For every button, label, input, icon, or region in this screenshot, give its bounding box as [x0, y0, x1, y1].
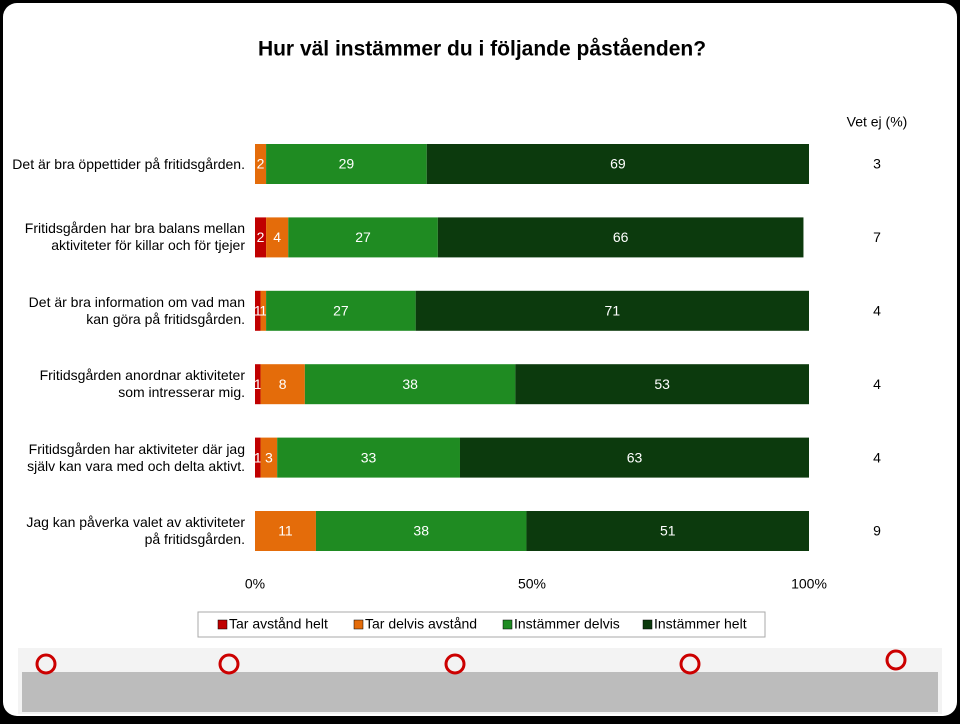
category-label: Det är bra information om vad man kan gö… — [28, 293, 245, 327]
bar-segment — [255, 437, 261, 478]
value-label: 11 — [278, 523, 293, 539]
value-label: 51 — [660, 523, 676, 539]
legend-label: Instämmer helt — [654, 616, 747, 632]
side-column-value: 4 — [873, 303, 881, 319]
bar-segment — [266, 144, 427, 184]
value-label: 29 — [339, 156, 355, 172]
bar-segment — [260, 290, 267, 331]
side-column-title: Vet ej (%) — [847, 114, 908, 130]
value-label: 2 — [257, 156, 265, 172]
bar-segment — [255, 144, 267, 184]
value-label: 66 — [613, 229, 629, 245]
footer-silhouettes — [22, 649, 938, 712]
value-label: 2 — [257, 229, 265, 245]
legend-box — [197, 611, 766, 638]
bar-segment — [255, 364, 261, 405]
bar-segment — [315, 511, 527, 551]
legend-label: Tar avstånd helt — [229, 616, 328, 632]
category-label-box: Fritidsgården anordnar aktiviteter som i… — [39, 367, 245, 401]
bar-segment — [260, 437, 278, 478]
value-label: 38 — [402, 376, 418, 392]
x-tick-label: 0% — [245, 576, 265, 592]
side-column-value: 4 — [873, 376, 881, 392]
bar-segment — [515, 364, 809, 405]
bar-segment — [415, 290, 809, 331]
side-column-value: 3 — [873, 156, 881, 172]
value-label: 33 — [361, 449, 377, 465]
value-label: 1 — [259, 303, 267, 319]
legend-swatch — [502, 619, 513, 630]
side-column-value: 7 — [873, 229, 881, 245]
bar-segment — [255, 511, 316, 551]
value-label: 63 — [627, 449, 643, 465]
category-label-box: Fritidsgården har bra balans mellan akti… — [24, 220, 245, 254]
value-label: 8 — [279, 376, 287, 392]
value-label: 27 — [355, 229, 371, 245]
chart-title: Hur väl instämmer du i följande påståend… — [258, 38, 706, 61]
x-tick-label: 50% — [518, 576, 546, 592]
bar-segment — [437, 217, 804, 258]
category-label: Fritidsgården har aktiviteter där jag sj… — [27, 440, 245, 474]
value-label: 1 — [254, 303, 262, 319]
legend-swatch — [217, 619, 228, 630]
category-label-box: Fritidsgården har aktiviteter där jag sj… — [27, 440, 245, 474]
value-label: 53 — [654, 376, 670, 392]
side-column-value: 4 — [873, 449, 881, 465]
value-label: 4 — [273, 229, 281, 245]
category-label: Det är bra öppettider på fritidsgården. — [12, 155, 245, 172]
bar-segment — [526, 511, 809, 551]
bar-segment — [266, 290, 416, 331]
legend-label: Instämmer delvis — [514, 616, 620, 632]
x-tick-label: 100% — [791, 576, 827, 592]
bar-segment — [255, 217, 267, 258]
legend-swatch — [642, 619, 653, 630]
category-label: Jag kan påverka valet av aktiviteter på … — [26, 514, 245, 547]
category-label-box: Jag kan påverka valet av aktiviteter på … — [26, 514, 245, 547]
bar-segment — [288, 217, 438, 258]
category-label-box: Det är bra information om vad man kan gö… — [28, 293, 245, 327]
value-label: 69 — [610, 156, 626, 172]
category-label: Fritidsgården anordnar aktiviteter som i… — [39, 367, 245, 401]
footer-band — [18, 648, 942, 714]
value-label: 27 — [333, 303, 349, 319]
bar-segment — [426, 144, 809, 184]
legend-swatch — [353, 619, 364, 630]
bar-segment — [255, 290, 261, 331]
bar-segment — [260, 364, 305, 405]
value-label: 1 — [254, 376, 262, 392]
legend-label: Tar delvis avstånd — [365, 616, 477, 632]
value-label: 3 — [265, 449, 273, 465]
side-column-value: 9 — [873, 523, 881, 539]
value-label: 38 — [413, 523, 429, 539]
category-label: Fritidsgården har bra balans mellan akti… — [24, 220, 245, 254]
bar-segment — [304, 364, 516, 405]
value-label: 71 — [605, 303, 621, 319]
value-label: 1 — [254, 449, 262, 465]
bar-segment — [459, 437, 809, 478]
bar-segment — [277, 437, 460, 478]
bar-segment — [266, 217, 289, 258]
category-label-box: Det är bra öppettider på fritidsgården. — [12, 155, 245, 172]
